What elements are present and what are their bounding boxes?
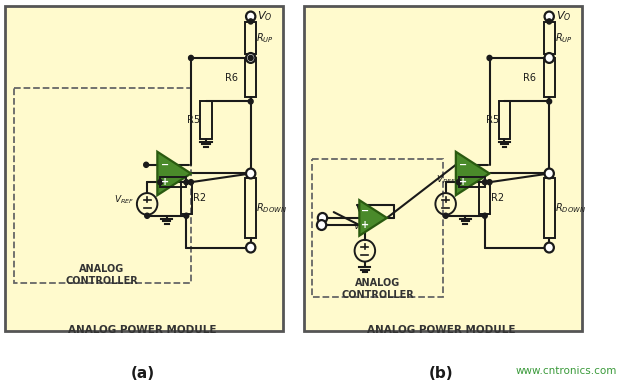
Circle shape [547,99,552,104]
Bar [312,159,443,297]
Text: R6: R6 [225,73,238,83]
Bar [479,182,490,214]
Bar [245,178,256,238]
Circle shape [184,213,189,218]
Circle shape [246,169,255,178]
Polygon shape [158,152,191,195]
Bar [544,178,555,238]
Text: ANALOG
CONTROLLER: ANALOG CONTROLLER [341,278,414,300]
Circle shape [248,19,253,24]
Text: ANALOG POWER MODULE: ANALOG POWER MODULE [68,325,217,335]
Bar [245,58,256,97]
Text: R1: R1 [167,168,180,178]
Text: $R_{DOWN}$: $R_{DOWN}$ [555,201,586,215]
Text: $V_{REF}$: $V_{REF}$ [353,221,373,233]
Text: $V_{REF}$: $V_{REF}$ [435,174,455,186]
Circle shape [188,55,193,60]
Text: +: + [459,177,467,187]
Circle shape [248,55,253,60]
Text: $V_{REF}$: $V_{REF}$ [114,194,134,206]
Circle shape [483,180,487,185]
Bar [544,58,555,97]
Text: R2: R2 [491,193,505,203]
Text: +: + [362,220,369,230]
Text: R5: R5 [486,115,499,125]
Circle shape [487,180,492,185]
Circle shape [248,99,253,104]
Circle shape [487,55,492,60]
Text: $V_O$: $V_O$ [556,10,571,23]
Circle shape [317,220,326,230]
Circle shape [547,19,552,24]
Circle shape [483,213,487,218]
Text: $V_O$: $V_O$ [257,10,273,23]
Text: (b): (b) [428,366,454,381]
Text: −: − [459,160,467,170]
Circle shape [246,12,255,22]
Text: R6: R6 [523,73,536,83]
Text: +: + [161,177,169,187]
Bar [544,22,555,54]
Circle shape [246,243,255,253]
Text: $R_{UP}$: $R_{UP}$ [256,31,274,45]
Bar [181,182,192,214]
Bar [160,177,186,187]
Circle shape [144,162,149,167]
Text: ANALOG POWER MODULE: ANALOG POWER MODULE [367,325,515,335]
Circle shape [158,180,163,185]
Circle shape [188,180,193,185]
Text: −: − [161,160,169,170]
Circle shape [544,53,554,63]
Text: R5: R5 [187,115,200,125]
Bar [200,101,212,139]
Text: R2: R2 [193,193,206,203]
Text: www.cntronics.com: www.cntronics.com [515,366,617,376]
Circle shape [456,180,461,185]
Text: R1: R1 [466,168,478,178]
Circle shape [184,180,189,185]
Polygon shape [359,200,387,236]
Bar [304,6,582,331]
Text: $R_{UP}$: $R_{UP}$ [555,31,573,45]
Text: −: − [362,206,369,216]
Circle shape [544,12,554,22]
Circle shape [444,213,448,218]
Bar [459,177,485,187]
Text: (a): (a) [130,366,154,381]
Circle shape [318,213,327,223]
Text: $R_{DOWN}$: $R_{DOWN}$ [256,201,287,215]
Bar [6,6,284,331]
Bar [14,88,191,283]
Circle shape [544,243,554,253]
Circle shape [246,53,255,63]
Polygon shape [456,152,490,195]
Text: ANALOG
CONTROLLER: ANALOG CONTROLLER [65,264,138,286]
Circle shape [544,169,554,178]
Circle shape [145,213,149,218]
Bar [245,22,256,54]
Bar [499,101,510,139]
